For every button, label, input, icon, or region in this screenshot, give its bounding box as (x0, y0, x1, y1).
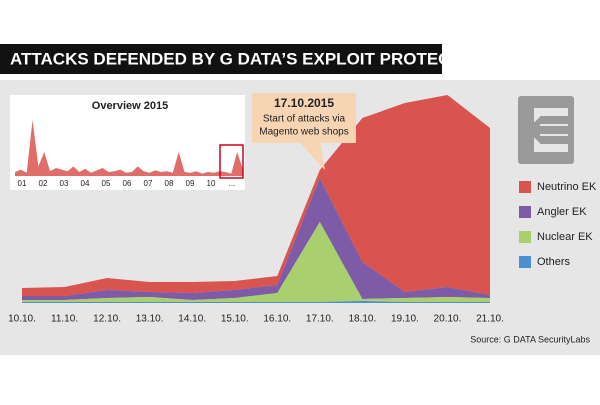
legend-label: Angler EK (537, 206, 587, 218)
logo-icon (518, 96, 574, 164)
inset-x-label: ... (229, 179, 236, 188)
annotation-callout (252, 93, 356, 170)
x-tick-label: 14.10. (178, 314, 206, 325)
inset-x-label: 02 (39, 179, 48, 188)
inset-x-label: 01 (18, 179, 27, 188)
inset-title: Overview 2015 (92, 100, 168, 112)
x-tick-label: 16.10. (263, 314, 291, 325)
legend-swatch (519, 231, 531, 243)
inset-highlight (219, 144, 244, 179)
inset-x-label: 09 (186, 179, 195, 188)
x-tick-label: 21.10. (476, 314, 504, 325)
area (22, 95, 490, 296)
inset-x-label: 04 (81, 179, 90, 188)
area (22, 301, 490, 303)
area (22, 178, 490, 300)
x-tick-label: 11.10. (51, 314, 78, 325)
x-tick-label: 18.10. (348, 314, 376, 325)
chart-title: ATTACKS DEFENDED BY G DATA’S EXPLOIT PRO… (10, 49, 491, 68)
inset-x-label: 05 (102, 179, 111, 188)
x-tick-label: 13.10. (136, 314, 164, 325)
inset-x-label: 08 (165, 179, 174, 188)
legend-label: Others (537, 256, 571, 268)
x-tick-label: 19.10. (391, 314, 419, 325)
title-bar (0, 44, 442, 74)
inset-x-label: 03 (60, 179, 69, 188)
annotation-title: 17.10.2015 (274, 96, 334, 110)
annotation-text: Magento web shops (259, 127, 349, 138)
x-tick-label: 12.10. (93, 314, 121, 325)
inset-x-label: 07 (144, 179, 153, 188)
legend-swatch (519, 181, 531, 193)
x-tick-label: 17.10. (306, 314, 334, 325)
inset-x-label: 10 (207, 179, 216, 188)
x-tick-label: 15.10. (221, 314, 249, 325)
legend-swatch (519, 256, 531, 268)
inset-area (15, 120, 243, 176)
legend-label: Nuclear EK (537, 231, 593, 243)
legend-swatch (519, 206, 531, 218)
source: Source: G DATA SecurityLabs (470, 334, 590, 344)
legend-label: Neutrino EK (537, 181, 597, 193)
x-tick-label: 10.10. (8, 314, 36, 325)
annotation-text: Start of attacks via (263, 114, 346, 125)
x-tick-label: 20.10. (434, 314, 462, 325)
inset-x-label: 06 (123, 179, 132, 188)
